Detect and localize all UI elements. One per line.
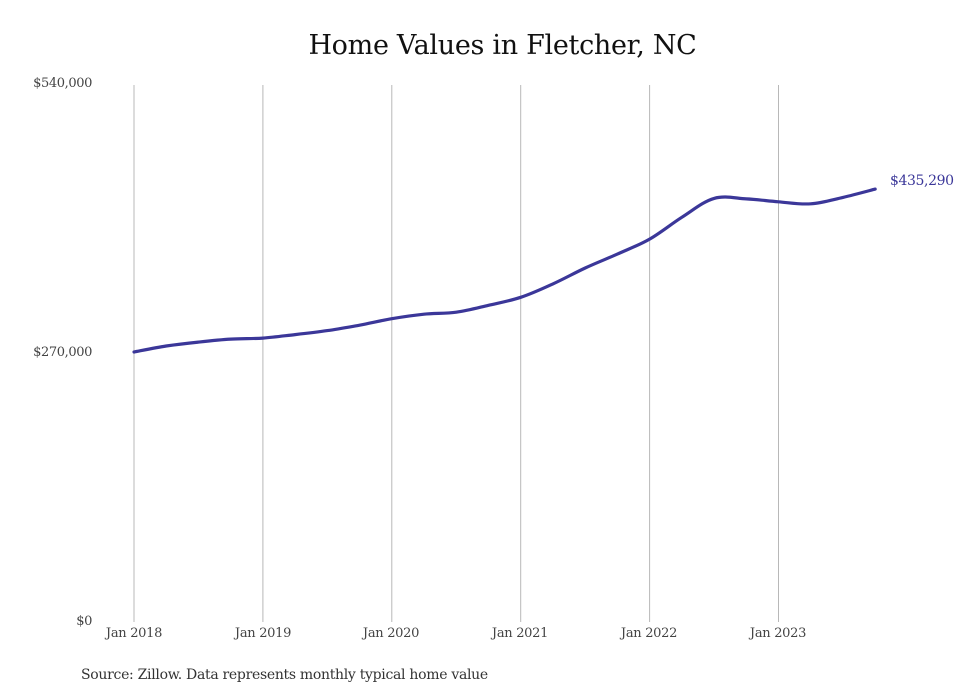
x-tick-label: Jan 2021: [491, 626, 549, 641]
source-note: Source: Zillow. Data represents monthly …: [81, 667, 488, 683]
latest-value-label: $435,290: [890, 173, 954, 189]
chart-title: Home Values in Fletcher, NC: [308, 30, 697, 61]
x-tick-label: Jan 2023: [749, 626, 807, 641]
y-tick-label-zero: $0: [76, 614, 92, 629]
gridlines: [133, 85, 779, 622]
y-tick-label-mid: $270,000: [33, 345, 92, 360]
x-tick-label: Jan 2020: [362, 626, 420, 641]
home-value-line: [132, 187, 877, 354]
x-tick-label: Jan 2018: [105, 626, 163, 641]
x-tick-label: Jan 2019: [234, 626, 292, 641]
x-tick-label: Jan 2022: [620, 626, 678, 641]
y-tick-label-max: $540,000: [33, 76, 92, 91]
